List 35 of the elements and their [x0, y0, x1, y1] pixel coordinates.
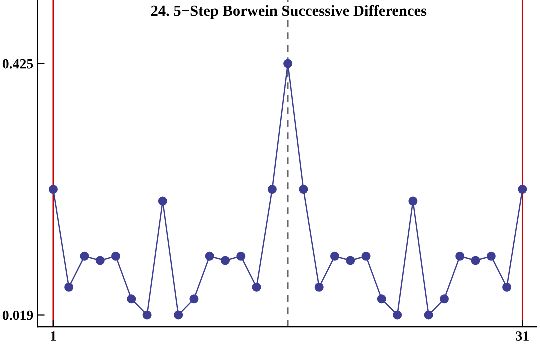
point	[48, 185, 58, 194]
point	[471, 256, 480, 266]
point	[424, 310, 434, 320]
point	[205, 252, 214, 261]
point	[486, 252, 496, 261]
point	[127, 294, 136, 304]
point	[346, 256, 356, 266]
point	[362, 252, 371, 261]
x-tick-label: 31	[516, 332, 529, 341]
point	[518, 185, 528, 194]
point	[142, 310, 152, 320]
point	[408, 196, 418, 206]
point	[299, 185, 308, 194]
point	[236, 252, 246, 261]
point	[502, 282, 512, 292]
y-tick-label: 0.425	[2, 59, 34, 69]
point	[158, 196, 168, 206]
point	[80, 252, 90, 261]
point	[268, 185, 277, 194]
point	[252, 282, 262, 292]
point	[456, 252, 465, 261]
point	[377, 294, 386, 304]
x-tick-label: 1	[51, 332, 56, 341]
point	[111, 252, 121, 261]
point	[190, 294, 199, 304]
point	[284, 59, 293, 68]
point	[96, 256, 105, 266]
point	[174, 310, 184, 320]
y-tick-label: 0.019	[2, 310, 34, 320]
point	[220, 256, 230, 266]
point	[393, 310, 402, 320]
point	[64, 282, 74, 292]
point	[330, 252, 340, 261]
point	[440, 294, 449, 304]
point	[314, 282, 324, 292]
